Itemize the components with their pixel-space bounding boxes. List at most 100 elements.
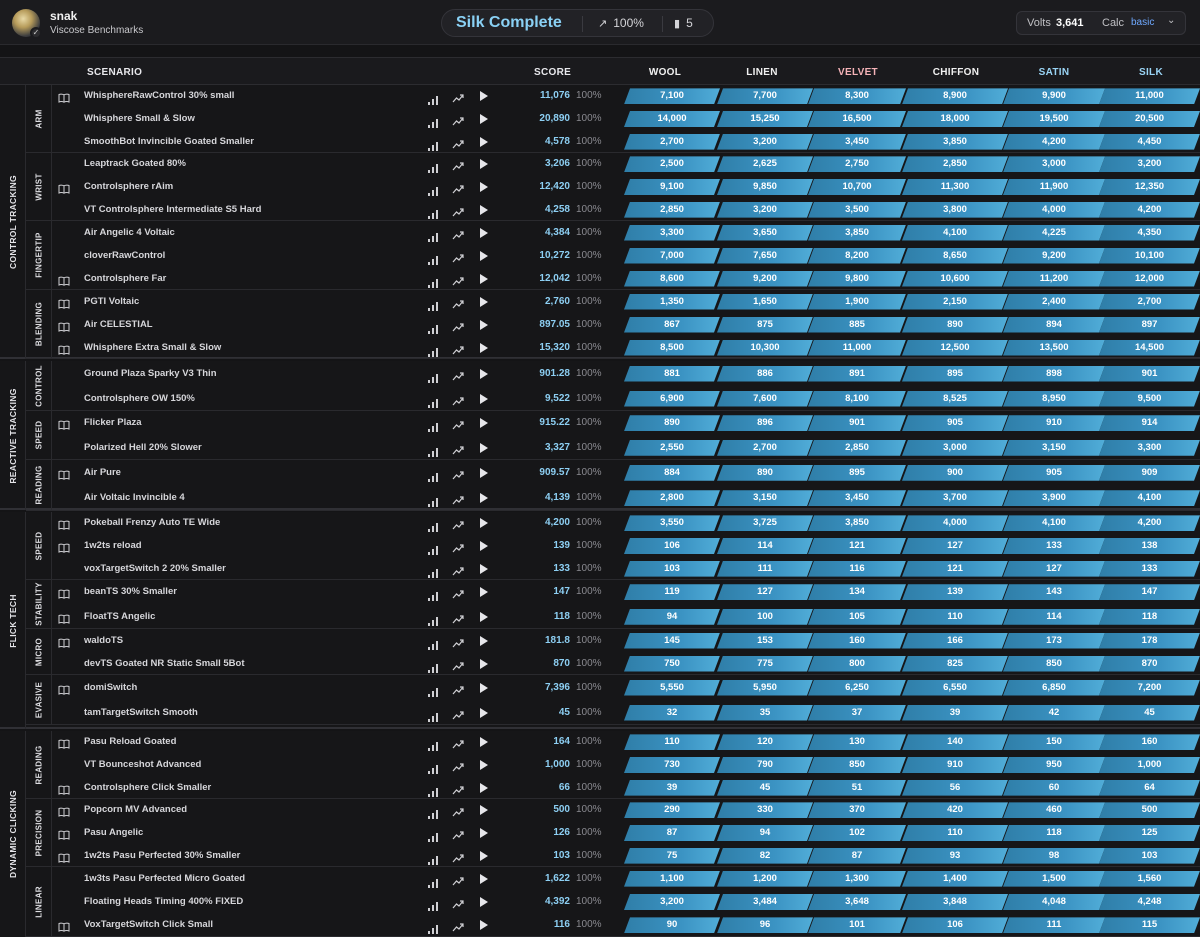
leaderboard-bars-icon[interactable] xyxy=(428,784,438,797)
play-icon[interactable] xyxy=(480,850,488,861)
trend-chart-icon[interactable] xyxy=(452,896,464,909)
leaderboard-bars-icon[interactable] xyxy=(428,875,438,888)
table-row[interactable]: Whisphere Small & Slow 20,890 100% 14,000 15… xyxy=(52,108,1200,131)
trend-chart-icon[interactable] xyxy=(452,517,464,530)
scenario-name[interactable]: Air Pure xyxy=(84,466,121,478)
play-icon[interactable] xyxy=(480,540,488,551)
play-icon[interactable] xyxy=(480,658,488,669)
table-row[interactable]: Controlsphere Far 12,042 100% 8,600 9,200 9,8… xyxy=(52,267,1200,290)
leaderboard-bars-icon[interactable] xyxy=(428,738,438,752)
trend-chart-icon[interactable] xyxy=(452,827,464,840)
table-row[interactable]: Air Pure 909.57 100% 884 890 895 900 905 909 xyxy=(52,460,1200,486)
trend-chart-icon[interactable] xyxy=(452,393,464,405)
play-icon[interactable] xyxy=(480,342,488,353)
trend-chart-icon[interactable] xyxy=(452,658,464,670)
scenario-name[interactable]: 1w3ts Pasu Perfected Micro Goated xyxy=(84,872,246,884)
guide-book-icon[interactable] xyxy=(58,417,70,431)
leaderboard-bars-icon[interactable] xyxy=(428,684,438,697)
table-row[interactable]: PGTI Voltaic 2,760 100% 1,350 1,650 1,900 2,15… xyxy=(52,290,1200,313)
table-row[interactable]: Air Voltaic Invincible 4 4,139 100% 2,800 3,… xyxy=(52,486,1200,511)
table-row[interactable]: voxTargetSwitch 2 20% Smaller 133 100% 103 1… xyxy=(52,557,1200,580)
trend-chart-icon[interactable] xyxy=(452,850,464,863)
guide-book-icon[interactable] xyxy=(58,342,70,355)
guide-book-icon[interactable] xyxy=(58,296,70,309)
scenario-name[interactable]: Pasu Angelic xyxy=(84,826,144,838)
scenario-name[interactable]: VoxTargetSwitch Click Small xyxy=(84,919,213,931)
trend-chart-icon[interactable] xyxy=(452,136,464,149)
table-row[interactable]: 1w2ts Pasu Perfected 30% Smaller 103 100% 7… xyxy=(52,844,1200,867)
table-row[interactable]: Whisphere Extra Small & Slow 15,320 100% 8,… xyxy=(52,336,1200,359)
guide-book-icon[interactable] xyxy=(58,586,70,600)
play-icon[interactable] xyxy=(480,896,488,907)
table-row[interactable]: cloverRawControl 10,272 100% 7,000 7,650 8,20… xyxy=(52,244,1200,267)
leaderboard-bars-icon[interactable] xyxy=(428,588,438,602)
play-icon[interactable] xyxy=(480,204,488,215)
scenario-name[interactable]: devTS Goated NR Static Small 5Bot xyxy=(84,657,245,669)
table-row[interactable]: Controlsphere rAim 12,420 100% 9,100 9,850 10… xyxy=(52,176,1200,199)
play-icon[interactable] xyxy=(480,442,488,453)
trend-chart-icon[interactable] xyxy=(452,204,464,217)
trend-chart-icon[interactable] xyxy=(452,368,464,380)
leaderboard-bars-icon[interactable] xyxy=(428,395,438,408)
play-icon[interactable] xyxy=(480,273,488,284)
chevron-down-icon[interactable]: ⌄ xyxy=(1167,15,1176,26)
table-row[interactable]: Polarized Hell 20% Slower 3,327 100% 2,550 2… xyxy=(52,436,1200,460)
trend-chart-icon[interactable] xyxy=(452,90,464,103)
guide-book-icon[interactable] xyxy=(58,517,70,531)
play-icon[interactable] xyxy=(480,611,488,622)
guide-book-icon[interactable] xyxy=(58,273,70,286)
scenario-name[interactable]: FloatTS Angelic xyxy=(84,610,156,622)
calc-select[interactable]: basic xyxy=(1131,17,1155,28)
leaderboard-bars-icon[interactable] xyxy=(428,92,438,106)
play-icon[interactable] xyxy=(480,518,488,529)
play-icon[interactable] xyxy=(480,393,488,404)
scenario-name[interactable]: beanTS 30% Smaller xyxy=(84,586,177,598)
table-row[interactable]: Pasu Reload Goated 164 100% 110 120 130 140 150… xyxy=(52,731,1200,754)
column-rank-wool[interactable]: WOOL xyxy=(648,67,682,78)
trend-chart-icon[interactable] xyxy=(452,181,464,194)
guide-book-icon[interactable] xyxy=(58,319,70,332)
table-row[interactable]: Air CELESTIAL 897.05 100% 867 875 885 890 894 89… xyxy=(52,313,1200,336)
leaderboard-bars-icon[interactable] xyxy=(428,519,438,533)
table-row[interactable]: Flicker Plaza 915.22 100% 890 896 901 905 910 91… xyxy=(52,411,1200,436)
table-row[interactable]: VT Controlsphere Intermediate S5 Hard 4,2… xyxy=(52,198,1200,221)
trend-chart-icon[interactable] xyxy=(452,707,464,719)
column-rank-velvet[interactable]: VELVET xyxy=(838,67,878,78)
table-row[interactable]: beanTS 30% Smaller 147 100% 119 127 134 139 143… xyxy=(52,580,1200,605)
play-icon[interactable] xyxy=(480,493,488,504)
scenario-name[interactable]: tamTargetSwitch Smooth xyxy=(84,706,198,718)
play-icon[interactable] xyxy=(480,181,488,192)
play-icon[interactable] xyxy=(480,635,488,646)
guide-book-icon[interactable] xyxy=(58,919,70,933)
table-row[interactable]: domiSwitch 7,396 100% 5,550 5,950 6,250 6,550 6… xyxy=(52,675,1200,700)
leaderboard-bars-icon[interactable] xyxy=(428,370,438,383)
leaderboard-bars-icon[interactable] xyxy=(428,252,438,265)
table-row[interactable]: 1w2ts reload 139 100% 106 114 121 127 133 138 xyxy=(52,535,1200,558)
play-icon[interactable] xyxy=(480,136,488,147)
guide-book-icon[interactable] xyxy=(58,682,70,695)
scenario-name[interactable]: SmoothBot Invincible Goated Smaller xyxy=(84,135,254,147)
column-score[interactable]: SCORE xyxy=(534,67,572,78)
table-row[interactable]: Ground Plaza Sparky V3 Thin 901.28 100% 881… xyxy=(52,361,1200,386)
play-icon[interactable] xyxy=(480,920,488,931)
trend-chart-icon[interactable] xyxy=(452,682,464,694)
guide-book-icon[interactable] xyxy=(58,611,70,624)
scenario-name[interactable]: Air Voltaic Invincible 4 xyxy=(84,492,185,504)
guide-book-icon[interactable] xyxy=(58,635,70,648)
leaderboard-bars-icon[interactable] xyxy=(428,852,438,865)
trend-chart-icon[interactable] xyxy=(452,250,464,262)
trend-chart-icon[interactable] xyxy=(452,540,464,553)
play-icon[interactable] xyxy=(480,827,488,838)
play-icon[interactable] xyxy=(480,113,488,124)
play-icon[interactable] xyxy=(480,319,488,330)
column-rank-linen[interactable]: LINEN xyxy=(746,67,778,78)
guide-book-icon[interactable] xyxy=(58,827,70,840)
table-row[interactable]: FloatTS Angelic 118 100% 94 100 105 110 114 118 xyxy=(52,605,1200,629)
play-icon[interactable] xyxy=(480,467,488,478)
table-row[interactable]: VoxTargetSwitch Click Small 116 100% 90 96 10… xyxy=(52,914,1200,937)
scenario-name[interactable]: VT Bounceshot Advanced xyxy=(84,758,202,770)
play-icon[interactable] xyxy=(480,873,488,884)
play-icon[interactable] xyxy=(480,296,488,307)
column-scenario[interactable]: SCENARIO xyxy=(87,67,143,78)
scenario-name[interactable]: Pasu Reload Goated xyxy=(84,736,177,748)
